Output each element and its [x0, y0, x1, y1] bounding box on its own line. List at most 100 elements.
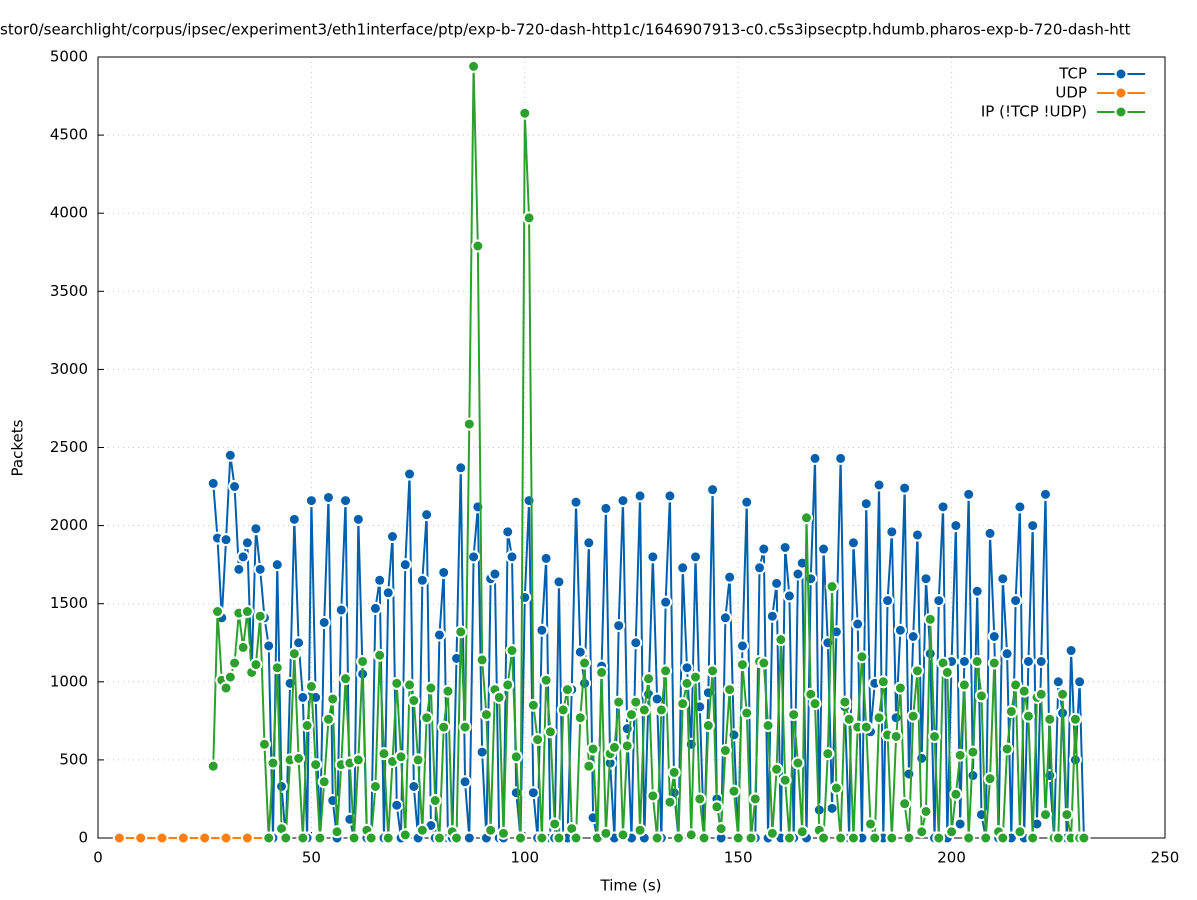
data-point — [543, 725, 557, 739]
data-point — [206, 476, 220, 490]
data-point — [573, 645, 587, 659]
data-point — [1017, 684, 1031, 698]
data-point — [718, 611, 732, 625]
data-point — [1043, 712, 1057, 726]
data-point — [654, 703, 668, 717]
data-point — [842, 712, 856, 726]
data-point — [206, 759, 220, 773]
data-point — [223, 448, 237, 462]
data-point — [633, 823, 647, 837]
data-point — [1056, 687, 1070, 701]
data-point — [748, 792, 762, 806]
data-point — [253, 609, 267, 623]
data-point — [757, 656, 771, 670]
data-point — [919, 804, 933, 818]
data-point — [693, 792, 707, 806]
data-point — [646, 550, 660, 564]
data-point — [761, 719, 775, 733]
data-point — [505, 644, 519, 658]
data-point — [415, 573, 429, 587]
data-point — [454, 461, 468, 475]
data-point — [411, 753, 425, 767]
data-point — [552, 575, 566, 589]
data-point — [616, 494, 630, 508]
data-point — [808, 451, 822, 465]
x-tick-label: 250 — [1151, 849, 1180, 867]
data-point — [889, 729, 903, 743]
data-point — [522, 211, 536, 225]
data-point — [949, 787, 963, 801]
data-point — [957, 654, 971, 668]
data-point — [834, 831, 848, 845]
data-point — [932, 594, 946, 608]
data-point — [390, 676, 404, 690]
data-point — [1073, 675, 1087, 689]
data-point — [539, 673, 553, 687]
x-tick-label: 0 — [93, 849, 103, 867]
data-point — [270, 558, 284, 572]
data-point — [932, 831, 946, 845]
data-point — [437, 565, 451, 579]
data-point — [629, 636, 643, 650]
y-tick-label: 4500 — [50, 126, 88, 144]
data-point — [1004, 704, 1018, 718]
data-point — [381, 586, 395, 600]
data-point — [321, 490, 335, 504]
data-point — [573, 711, 587, 725]
data-point — [633, 489, 647, 503]
data-point — [910, 528, 924, 542]
data-point — [403, 467, 417, 481]
data-point — [791, 756, 805, 770]
x-axis-label: Time (s) — [600, 877, 662, 895]
data-point — [770, 576, 784, 590]
data-point — [740, 706, 754, 720]
data-point — [629, 695, 643, 709]
data-point — [663, 795, 677, 809]
data-point — [552, 831, 566, 845]
y-tick-label: 5000 — [50, 48, 88, 66]
data-point — [753, 561, 767, 575]
y-tick-label: 1000 — [50, 672, 88, 690]
data-point — [279, 831, 293, 845]
data-point — [535, 831, 549, 845]
data-point — [680, 661, 694, 675]
data-point — [808, 697, 822, 711]
data-point — [556, 703, 570, 717]
data-point — [620, 739, 634, 753]
data-point — [744, 831, 758, 845]
data-point — [586, 742, 600, 756]
data-point — [304, 679, 318, 693]
y-tick-label: 0 — [78, 829, 88, 847]
data-point — [420, 711, 434, 725]
data-point — [825, 801, 839, 815]
data-point — [868, 831, 882, 845]
data-point — [915, 825, 929, 839]
data-point — [522, 494, 536, 508]
data-point — [176, 831, 190, 845]
data-point — [385, 530, 399, 544]
data-point — [377, 747, 391, 761]
data-point — [936, 500, 950, 514]
data-point — [765, 826, 779, 840]
legend-label: UDP — [1055, 84, 1087, 102]
data-point — [578, 656, 592, 670]
data-point — [236, 640, 250, 654]
data-point — [321, 712, 335, 726]
data-point — [339, 494, 353, 508]
data-point — [1077, 831, 1091, 845]
data-point — [1000, 647, 1014, 661]
data-point — [326, 692, 340, 706]
data-point — [774, 633, 788, 647]
data-point — [910, 664, 924, 678]
plot — [112, 59, 1091, 845]
data-point — [659, 595, 673, 609]
data-point — [270, 661, 284, 675]
data-point — [253, 562, 267, 576]
data-point — [394, 750, 408, 764]
data-point — [1013, 825, 1027, 839]
y-axis-label: Packets — [9, 419, 27, 476]
data-point — [1038, 487, 1052, 501]
data-point — [398, 558, 412, 572]
data-point — [219, 681, 233, 695]
data-point — [706, 483, 720, 497]
